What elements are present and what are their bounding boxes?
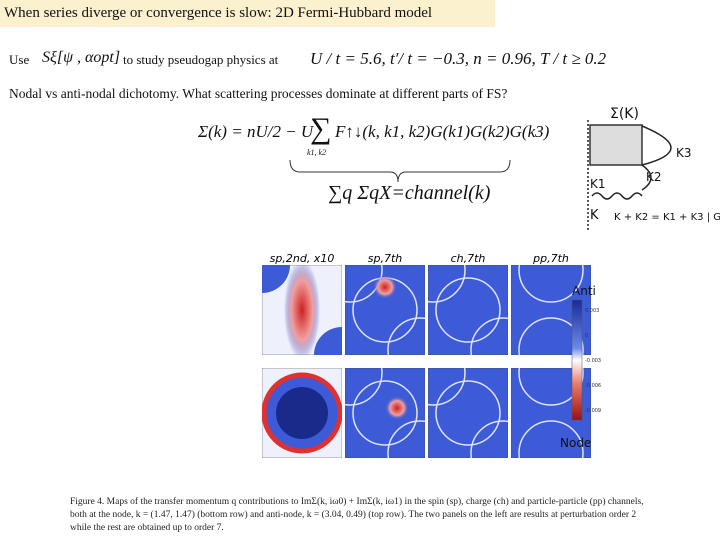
feature [385, 396, 409, 420]
diagram-k3: K3 [676, 146, 692, 160]
heatmap [428, 265, 508, 355]
feature [428, 368, 466, 406]
feature [352, 380, 418, 446]
heatmap [262, 265, 342, 355]
feature [428, 265, 466, 303]
feature [518, 368, 584, 406]
colorbar-tick: 0.003 [585, 308, 599, 314]
feature [373, 275, 397, 299]
feature [435, 380, 501, 446]
heatmap [345, 265, 425, 355]
heatmap-bg [345, 368, 425, 458]
feature [435, 277, 501, 343]
heatmap-bg [262, 265, 342, 355]
heatmap-bg [511, 265, 591, 355]
feature [284, 265, 320, 355]
diagram-k1: K1 [590, 177, 606, 191]
sum-index: k1, k2 [307, 148, 327, 157]
feature [387, 420, 425, 458]
sum-symbol: ∑ [310, 112, 332, 145]
equation-lhs: Σ(k) = nU/2 − U [198, 122, 314, 141]
colorbar-tick: -0.009 [585, 408, 601, 414]
feature [352, 277, 418, 343]
heatmap-bg [428, 368, 508, 458]
heatmap-bg [262, 368, 342, 458]
functional: Sξ[ψ , αopt] [42, 49, 121, 66]
feature [470, 317, 508, 355]
feature [345, 265, 383, 303]
diagram-vertex: F↑↓ [606, 143, 631, 156]
heatmap [511, 265, 591, 355]
node-label: Node [560, 436, 592, 450]
panel-title: sp,2nd, x10 [270, 252, 335, 265]
colorbar [571, 299, 583, 421]
intro-use: Use [9, 52, 30, 67]
heatmap [428, 368, 508, 458]
intro-text: to study pseudogap physics at [123, 52, 279, 67]
panel-title: pp,7th [532, 252, 569, 265]
heatmap-bg [345, 265, 425, 355]
figure-caption: Figure 4. Maps of the transfer momentum … [70, 497, 644, 533]
channel-sum: ∑q ΣqX=channel(k) [328, 182, 491, 204]
parameters: U / t = 5.6, t′/ t = −0.3, n = 0.96, T /… [310, 49, 607, 68]
diagram-conservation: K + K2 = K1 + K3 | G [614, 212, 720, 223]
heatmap [262, 368, 342, 458]
feature [314, 327, 342, 355]
feature [276, 387, 328, 439]
feature [387, 317, 425, 355]
feature [262, 372, 342, 454]
feature [262, 265, 290, 293]
question: Nodal vs anti-nodal dichotomy. What scat… [9, 86, 508, 101]
colorbar-tick: 0 [585, 333, 588, 339]
panel-title: sp,7th [368, 252, 403, 265]
diagram-k: K [590, 208, 599, 223]
feature [518, 317, 584, 355]
heatmap [345, 368, 425, 458]
slide-title: When series diverge or convergence is sl… [0, 0, 495, 27]
panel-title: ch,7th [451, 252, 486, 265]
equation-rhs: F↑↓(k, k1, k2)G(k1)G(k2)G(k3) [335, 122, 550, 141]
feature [345, 368, 383, 406]
colorbar-tick: -0.003 [585, 358, 601, 364]
anti-label: Anti [572, 284, 596, 298]
diagram-sigma: Σ(K) [610, 106, 639, 122]
feature [470, 420, 508, 458]
heatmap-bg [428, 265, 508, 355]
colorbar-tick: -0.006 [585, 383, 601, 389]
feature [518, 420, 584, 458]
heatmap [511, 368, 591, 458]
brace [289, 159, 511, 183]
diagram-k2: K2 [646, 170, 662, 184]
